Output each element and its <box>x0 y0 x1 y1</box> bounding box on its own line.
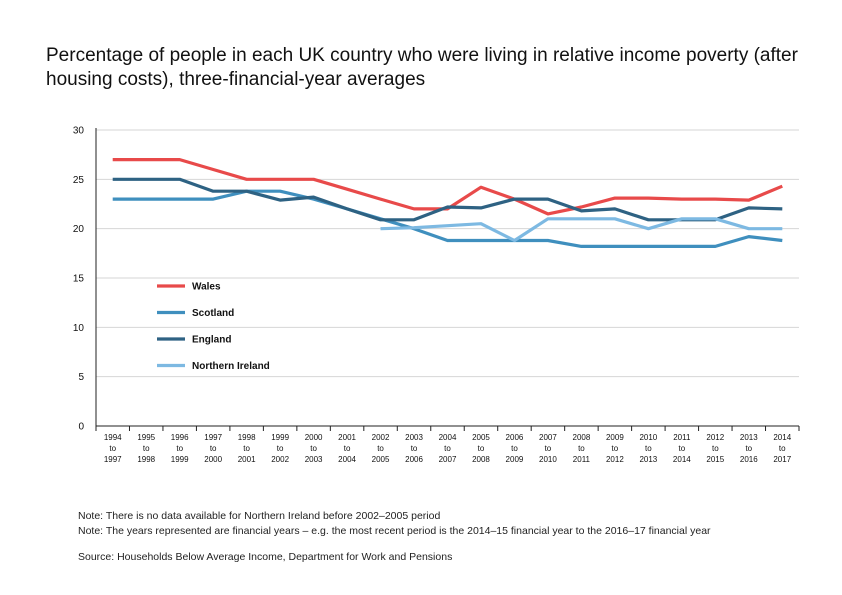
x-tick-label: 2005 to 2008 <box>472 433 490 464</box>
series-line-wales <box>112 158 783 216</box>
series-lines <box>112 158 783 248</box>
x-tick-label: 1997 to 2000 <box>204 433 222 464</box>
y-tick-label-30: 30 <box>73 126 85 137</box>
axes <box>95 128 799 427</box>
y-axis-ticks: 0 5 10 15 20 25 30 <box>73 126 85 433</box>
chart-source: Source: Households Below Average Income,… <box>78 551 453 563</box>
series-line-scotland <box>112 189 783 248</box>
x-tick-label: 2010 to 2013 <box>639 433 657 464</box>
x-tick-label: 2007 to 2010 <box>539 433 557 464</box>
y-tick-label-0: 0 <box>78 422 84 433</box>
x-tick-label: 2011 to 2014 <box>673 433 691 464</box>
note-financial-years: Note: The years represented are financia… <box>78 525 711 537</box>
x-tick-label: 2000 to 2003 <box>305 433 323 464</box>
y-tick-label-5: 5 <box>78 372 84 383</box>
legend: Wales Scotland England Northern Ireland <box>157 282 270 372</box>
x-tick-label: 2009 to 2012 <box>606 433 624 464</box>
x-tick-label: 1998 to 2001 <box>238 433 256 464</box>
note-northern-ireland: Note: There is no data available for Nor… <box>78 510 441 522</box>
x-tick-label: 2001 to 2004 <box>338 433 356 464</box>
legend-label-scotland: Scotland <box>192 308 234 319</box>
legend-label-northern-ireland: Northern Ireland <box>192 361 270 372</box>
x-tick-label: 1995 to 1998 <box>137 433 155 464</box>
x-axis-ticks: 1994 to 1997 1995 to 1998 1996 to 1999 1997 to 2000… <box>95 426 800 464</box>
x-tick-label: 2006 to 2009 <box>506 433 524 464</box>
y-tick-label-20: 20 <box>73 224 85 235</box>
x-tick-label: 2008 to 2011 <box>573 433 591 464</box>
series-line-northern-ireland <box>380 217 783 243</box>
x-tick-label: 2013 to 2016 <box>740 433 758 464</box>
x-tick-label: 1999 to 2002 <box>271 433 289 464</box>
x-tick-label: 2012 to 2015 <box>706 433 724 464</box>
x-tick-label: 2014 to 2017 <box>773 433 791 464</box>
x-tick-label: 2003 to 2006 <box>405 433 423 464</box>
legend-label-wales: Wales <box>192 282 221 293</box>
grid-lines <box>96 129 799 378</box>
chart-title: Percentage of people in each UK country … <box>46 45 798 90</box>
x-tick-label: 1994 to 1997 <box>104 433 122 464</box>
x-tick-label: 1996 to 1999 <box>171 433 189 464</box>
y-tick-label-10: 10 <box>73 323 85 334</box>
chart-notes: Note: There is no data available for Nor… <box>78 509 711 539</box>
y-tick-label-15: 15 <box>73 274 85 285</box>
legend-label-england: England <box>192 335 231 346</box>
x-tick-label: 2002 to 2005 <box>372 433 390 464</box>
x-tick-label: 2004 to 2007 <box>439 433 457 464</box>
series-line-england <box>112 177 783 222</box>
y-tick-label-25: 25 <box>73 175 85 186</box>
